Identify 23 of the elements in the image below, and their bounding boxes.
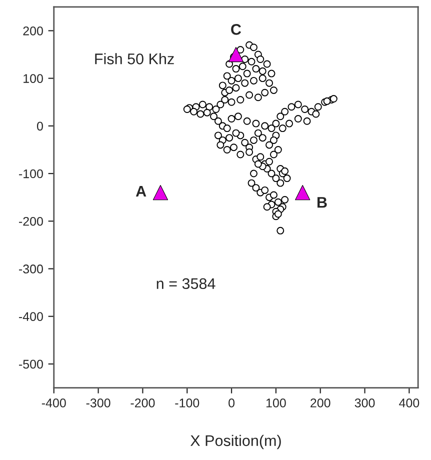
x-tick-label: -400: [42, 398, 66, 408]
y-tick-label: -500: [18, 360, 43, 369]
x-tick-label: 0: [228, 398, 235, 408]
y-tick-label: -400: [18, 312, 43, 322]
y-tick-label: -100: [18, 169, 43, 178]
x-axis-title: X Position(m): [190, 434, 281, 450]
y-tick-label: -300: [18, 264, 43, 274]
annotation: Fish 50 Khz: [95, 53, 174, 64]
annotation: n = 3584: [156, 278, 216, 290]
x-tick-label: 100: [266, 398, 286, 408]
annotation: B: [318, 197, 327, 208]
annotation: A: [136, 186, 146, 197]
annotation: C: [231, 24, 242, 35]
x-tick-label: -200: [130, 398, 155, 408]
y-tick-label: 0: [36, 122, 43, 131]
y-tick-label: 200: [23, 26, 43, 36]
x-tick-label: 400: [399, 398, 420, 408]
y-tick-label: -200: [18, 216, 43, 226]
x-tick-label: -100: [175, 398, 200, 408]
x-tick-label: -300: [86, 398, 110, 408]
x-tick-label: 300: [354, 398, 375, 408]
y-tick-label: 100: [24, 74, 43, 83]
x-tick-label: 200: [310, 398, 330, 408]
